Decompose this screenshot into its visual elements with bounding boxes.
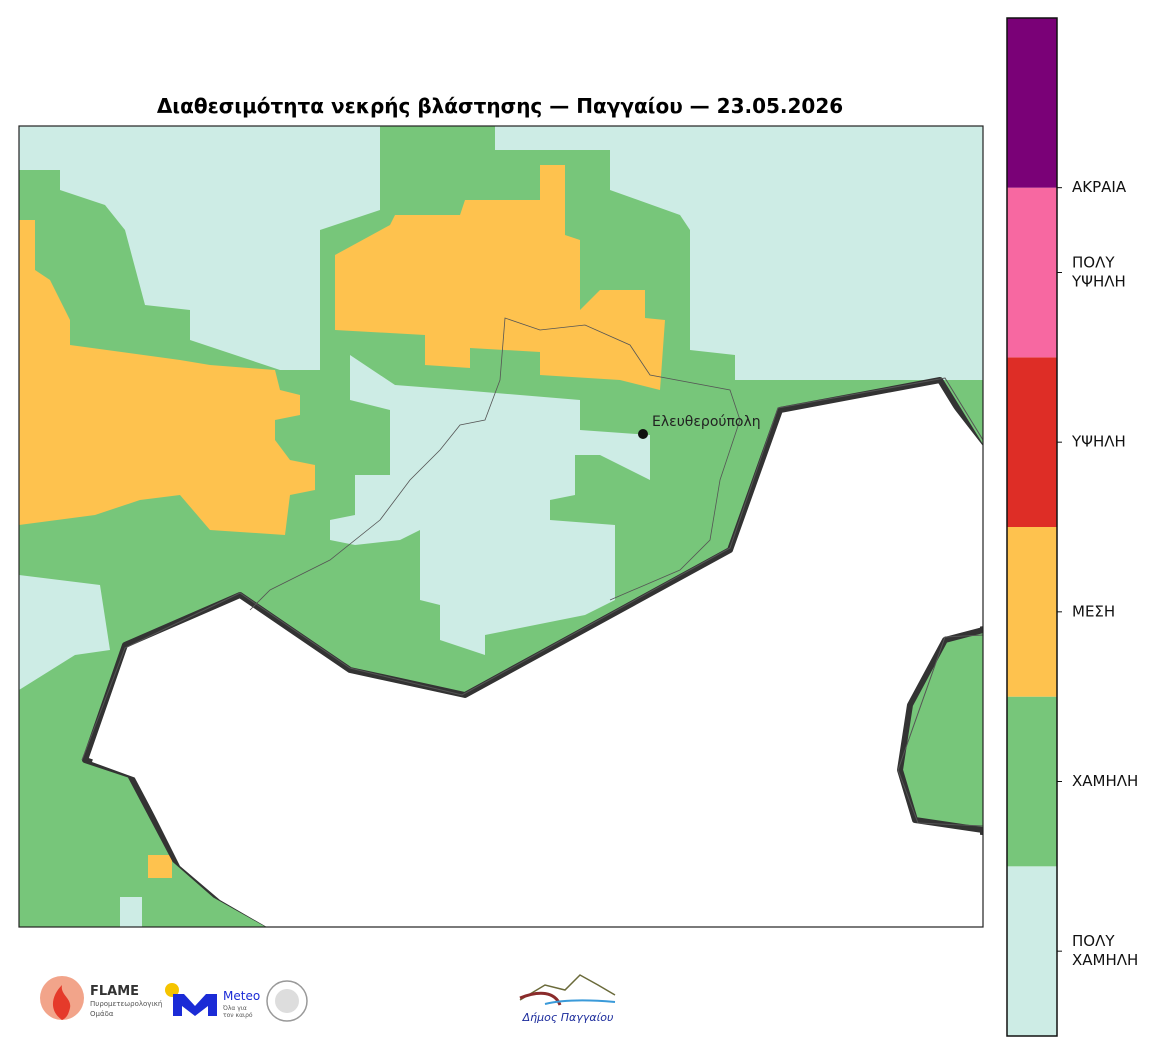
colorbar-label: ΜΕΣΗ: [1072, 602, 1115, 620]
seal-logo: [275, 989, 299, 1013]
map: Ελευθερούπολη: [18, 125, 984, 928]
meteo-subtitle: τον καιρό: [223, 1012, 253, 1019]
zone-medium: [19, 220, 315, 535]
flame-logo: [52, 985, 71, 1020]
colorbar-label: ΠΟΛΥ: [1072, 254, 1115, 272]
municipality-logo: [544, 999, 616, 1005]
municipality-logo: [519, 974, 616, 1001]
colorbar-class: [1007, 866, 1057, 1036]
zone-very-low: [19, 126, 380, 370]
flame-subtitle: Πυρομετεωρολογική: [90, 1000, 162, 1008]
footer-logos: FLAME Πυρομετεωρολογική Ομάδα Meteo Όλα …: [40, 974, 616, 1024]
colorbar-class: [1007, 527, 1057, 697]
meteo-subtitle: Όλα για: [222, 1005, 247, 1012]
place-label: Ελευθερούπολη: [652, 414, 761, 430]
municipality-name: Δήμος Παγγαίου: [522, 1011, 614, 1024]
colorbar-label: ΠΟΛΥ: [1072, 932, 1115, 950]
colorbar-class: [1007, 357, 1057, 527]
flame-subtitle: Ομάδα: [90, 1010, 114, 1018]
colorbar-class: [1007, 18, 1057, 188]
place-marker: [638, 429, 648, 439]
boundary: [81, 377, 983, 761]
meteo-logo: [165, 983, 179, 997]
map-frame: [18, 125, 984, 928]
zone-very-low: [19, 575, 110, 690]
colorbar-class: [1007, 696, 1057, 867]
colorbar-label: ΑΚΡΑΙΑ: [1072, 178, 1127, 196]
flame-name: FLAME: [90, 984, 139, 999]
zone-medium: [335, 165, 665, 390]
zone-very-low: [330, 355, 650, 655]
zone-very-low: [120, 897, 142, 927]
colorbar-label: ΧΑΜΗΛΗ: [1072, 772, 1138, 790]
colorbar-label: ΥΨΗΛΗ: [1071, 273, 1126, 291]
colorbar-label: ΧΑΜΗΛΗ: [1072, 951, 1138, 969]
boundary: [897, 634, 983, 827]
boundary: [249, 317, 741, 611]
colorbar-class: [1007, 187, 1057, 358]
meteo-logo: [173, 994, 217, 1016]
seal-logo: [266, 980, 308, 1022]
colorbar-frame: [1006, 17, 1058, 1037]
meteo-name: Meteo: [223, 989, 260, 1003]
colorbar-label: ΥΨΗΛΗ: [1071, 433, 1126, 451]
map-title: Διαθεσιμότητα νεκρής βλάστησης — Παγγαίο…: [157, 94, 843, 118]
zone-very-low: [495, 126, 983, 380]
sea: [92, 388, 983, 927]
zone-medium: [148, 855, 172, 878]
